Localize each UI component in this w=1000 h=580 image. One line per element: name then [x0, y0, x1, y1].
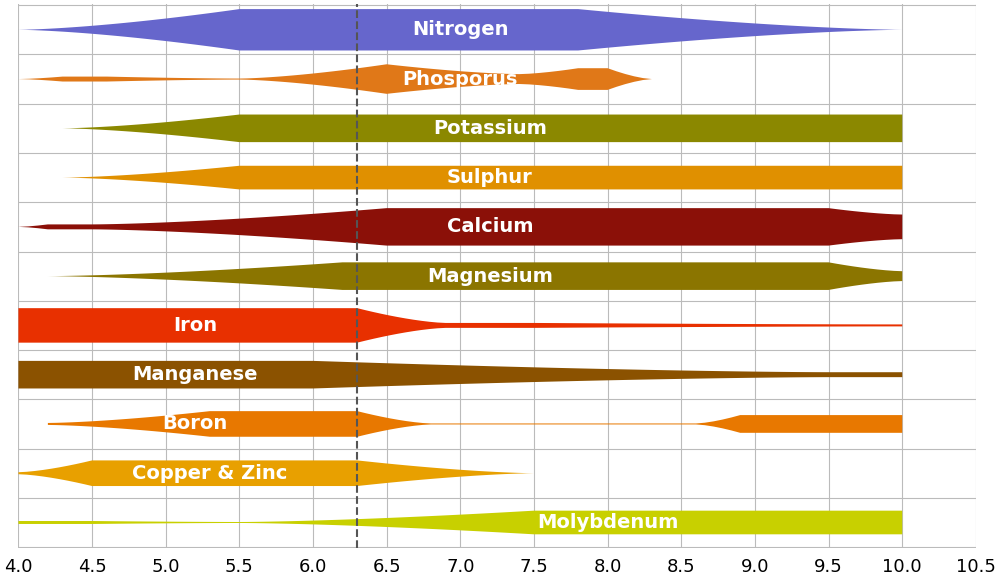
Polygon shape — [18, 361, 902, 389]
Text: Nitrogen: Nitrogen — [412, 20, 509, 39]
Polygon shape — [48, 262, 902, 290]
Text: Calcium: Calcium — [447, 218, 533, 237]
Text: Sulphur: Sulphur — [447, 168, 533, 187]
Text: Iron: Iron — [173, 316, 217, 335]
Polygon shape — [48, 411, 902, 437]
Text: Magnesium: Magnesium — [427, 267, 553, 285]
Polygon shape — [63, 114, 902, 142]
Polygon shape — [18, 9, 902, 50]
Text: Phosporus: Phosporus — [403, 70, 518, 89]
Polygon shape — [18, 64, 652, 94]
Text: Manganese: Manganese — [132, 365, 258, 384]
Polygon shape — [63, 166, 902, 190]
Text: Boron: Boron — [163, 415, 228, 433]
Polygon shape — [18, 461, 534, 486]
Text: Molybdenum: Molybdenum — [537, 513, 678, 532]
Polygon shape — [18, 208, 902, 245]
Text: Copper & Zinc: Copper & Zinc — [132, 464, 288, 483]
Polygon shape — [18, 308, 902, 343]
Polygon shape — [18, 510, 902, 534]
Text: Potassium: Potassium — [433, 119, 547, 138]
